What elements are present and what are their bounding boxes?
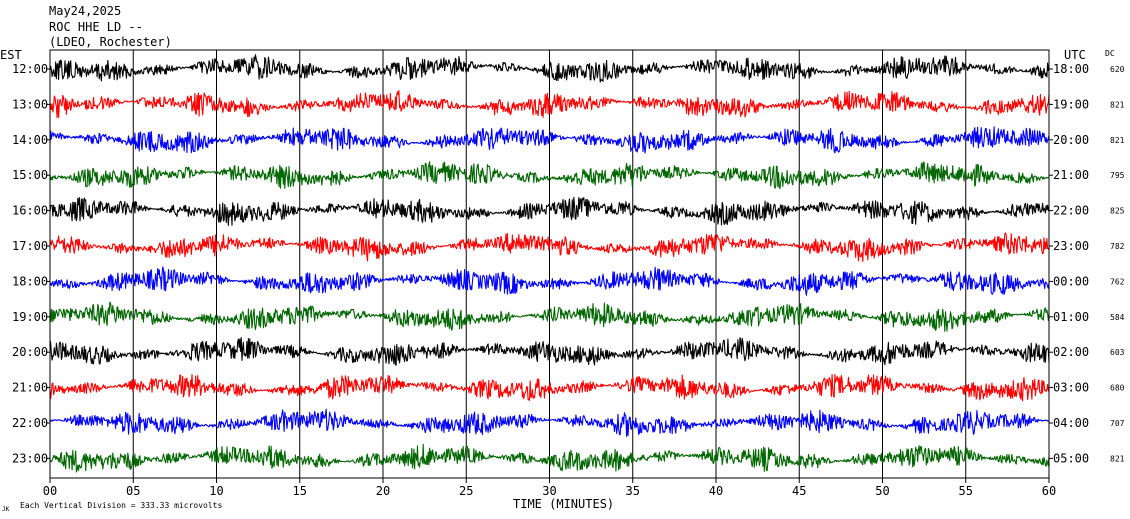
utc-label: 02:00	[1053, 345, 1089, 359]
dc-label: 795	[1110, 171, 1125, 180]
utc-label: 05:00	[1053, 451, 1089, 465]
trace-1900	[49, 301, 1050, 332]
trace-1400	[49, 126, 1050, 154]
row-labels: 12:00 18:00 620 13:00 19:00 821 14:00 20:00 821 1…	[12, 62, 1125, 465]
est-label: 22:00	[12, 416, 48, 430]
est-label: 21:00	[12, 381, 48, 395]
est-label: 20:00	[12, 345, 48, 359]
utc-label: 22:00	[1053, 204, 1089, 218]
x-tick-label-50: 50	[875, 484, 889, 498]
trace-2200	[49, 408, 1050, 437]
header-date: May24,2025	[49, 4, 121, 18]
x-tick-label-60: 60	[1042, 484, 1056, 498]
x-tick-label-40: 40	[709, 484, 723, 498]
est-label: 16:00	[12, 204, 48, 218]
dc-label: 603	[1110, 348, 1125, 357]
est-label: 18:00	[12, 274, 48, 288]
x-tick-label-45: 45	[792, 484, 806, 498]
seismic-traces	[49, 54, 1050, 473]
x-tick-label-35: 35	[626, 484, 640, 498]
right-axis-title: UTC	[1064, 48, 1086, 62]
x-axis-title: TIME (MINUTES)	[513, 497, 614, 511]
dc-label: 584	[1110, 313, 1125, 322]
dc-label: 707	[1110, 419, 1125, 428]
trace-2300	[49, 443, 1050, 473]
dc-label: 762	[1110, 277, 1125, 286]
utc-label: 19:00	[1053, 97, 1089, 111]
dc-label: 782	[1110, 242, 1125, 251]
x-tick-label-55: 55	[959, 484, 973, 498]
est-label: 19:00	[12, 310, 48, 324]
utc-label: 23:00	[1053, 239, 1089, 253]
grid-lines	[132, 50, 967, 478]
est-label: 17:00	[12, 239, 48, 253]
utc-label: 21:00	[1053, 168, 1089, 182]
utc-label: 18:00	[1053, 62, 1089, 76]
dc-label: 680	[1110, 384, 1125, 393]
est-label: 23:00	[12, 451, 48, 465]
x-tick-label-00: 00	[43, 484, 57, 498]
x-tick-label-30: 30	[542, 484, 556, 498]
trace-1300	[49, 90, 1050, 119]
trace-2000	[49, 336, 1050, 366]
dc-label: 620	[1110, 65, 1125, 74]
trace-1200	[49, 54, 1050, 83]
trace-1500	[49, 161, 1050, 189]
dc-label: 821	[1110, 100, 1125, 109]
trace-1800	[49, 266, 1050, 296]
trace-2100	[49, 373, 1050, 402]
utc-label: 04:00	[1053, 416, 1089, 430]
utc-label: 00:00	[1053, 274, 1089, 288]
left-axis-title: EST	[0, 48, 22, 62]
x-tick-label-20: 20	[376, 484, 390, 498]
dc-label: 821	[1110, 454, 1125, 463]
x-tick-label-25: 25	[459, 484, 473, 498]
utc-label: 01:00	[1053, 310, 1089, 324]
header-station: ROC HHE LD --	[49, 20, 143, 34]
est-label: 14:00	[12, 133, 48, 147]
dc-title: DC	[1105, 49, 1115, 58]
dc-label: 825	[1110, 207, 1125, 216]
scale-note: Each Vertical Division = 333.33 microvol…	[20, 501, 222, 510]
x-axis-ticks: 00 05 10 15 20 25 30 35 40 45 50 55 60	[43, 478, 1056, 498]
est-label: 12:00	[12, 62, 48, 76]
est-label: 13:00	[12, 97, 48, 111]
plot-frame	[49, 49, 1050, 479]
trace-1600	[49, 196, 1050, 226]
x-tick-label-15: 15	[293, 484, 307, 498]
x-tick-label-05: 05	[126, 484, 140, 498]
dc-label: 821	[1110, 136, 1125, 145]
utc-label: 03:00	[1053, 381, 1089, 395]
header-network: (LDEO, Rochester)	[49, 35, 172, 49]
x-tick-label-10: 10	[209, 484, 223, 498]
corner-mark: JK	[2, 506, 10, 513]
utc-label: 20:00	[1053, 133, 1089, 147]
est-label: 15:00	[12, 168, 48, 182]
trace-1700	[49, 232, 1050, 263]
